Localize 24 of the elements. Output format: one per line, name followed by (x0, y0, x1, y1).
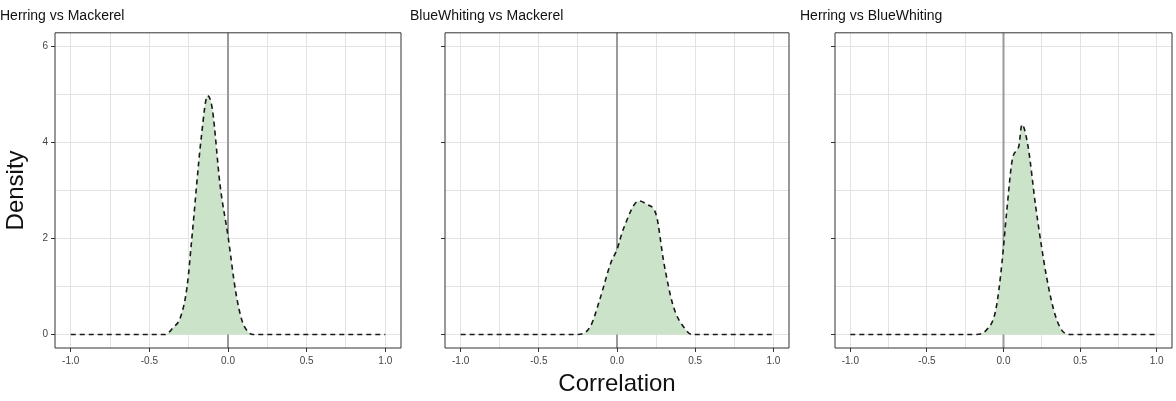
x-tick-label: -0.5 (140, 354, 159, 366)
x-tick-label: -1.0 (841, 354, 860, 366)
y-tick-label: 6 (42, 40, 49, 51)
chart-title: Herring vs BlueWhiting (800, 7, 943, 24)
x-axis-title: Correlation (558, 369, 676, 397)
x-tick-label: -1.0 (452, 354, 470, 366)
y-tick-label: 0 (42, 328, 49, 340)
x-tick-label: 0.0 (610, 354, 625, 366)
x-tick-label: 0.5 (1073, 354, 1088, 366)
y-axis-title: Density (1, 150, 29, 231)
y-tick-label: 4 (42, 136, 49, 148)
x-tick-label: 1.0 (1149, 354, 1165, 366)
chart-title: BlueWhiting vs Mackerel (410, 7, 564, 24)
x-tick-label: 0.5 (688, 354, 703, 366)
x-tick-label: 0.0 (996, 354, 1011, 366)
x-tick-label: 0.0 (221, 354, 236, 366)
x-tick-label: -0.5 (530, 354, 548, 366)
x-tick-label: -0.5 (918, 354, 936, 366)
chart-title: Herring vs Mackerel (0, 7, 125, 24)
y-tick-label: 2 (42, 232, 49, 244)
x-tick-label: 1.0 (766, 354, 781, 366)
x-tick-label: 1.0 (378, 354, 393, 366)
x-tick-label: 0.5 (299, 354, 315, 366)
x-tick-label: -1.0 (62, 354, 80, 366)
